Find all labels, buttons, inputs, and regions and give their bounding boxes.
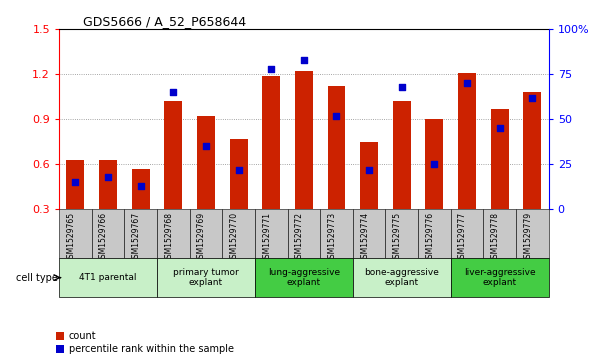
Bar — [458, 73, 476, 209]
FancyBboxPatch shape — [189, 209, 222, 258]
Text: liver-aggressive
explant: liver-aggressive explant — [464, 268, 536, 287]
Bar — [66, 160, 84, 209]
Bar — [132, 169, 150, 209]
Text: GSM1529766: GSM1529766 — [99, 212, 108, 263]
Bar — [491, 109, 509, 209]
Bar — [393, 101, 411, 209]
FancyBboxPatch shape — [59, 209, 91, 258]
Text: GSM1529779: GSM1529779 — [523, 212, 532, 263]
Bar — [197, 116, 215, 209]
Point — [463, 80, 472, 86]
FancyBboxPatch shape — [59, 258, 157, 297]
Bar — [262, 76, 280, 209]
Text: primary tumor
explant: primary tumor explant — [173, 268, 239, 287]
FancyBboxPatch shape — [255, 258, 353, 297]
Text: GSM1529765: GSM1529765 — [66, 212, 76, 263]
Text: GSM1529773: GSM1529773 — [327, 212, 336, 263]
Text: GSM1529772: GSM1529772 — [295, 212, 304, 263]
Text: GSM1529774: GSM1529774 — [360, 212, 369, 263]
Point — [71, 179, 80, 185]
FancyBboxPatch shape — [320, 209, 353, 258]
FancyBboxPatch shape — [91, 209, 124, 258]
Point — [299, 57, 309, 62]
FancyBboxPatch shape — [353, 258, 451, 297]
FancyBboxPatch shape — [255, 209, 287, 258]
Point — [495, 125, 504, 131]
Point — [103, 174, 113, 180]
Text: lung-aggressive
explant: lung-aggressive explant — [268, 268, 340, 287]
FancyBboxPatch shape — [516, 209, 549, 258]
Text: bone-aggressive
explant: bone-aggressive explant — [365, 268, 439, 287]
Point — [365, 167, 374, 173]
FancyBboxPatch shape — [287, 209, 320, 258]
Point — [201, 143, 211, 149]
Text: GSM1529776: GSM1529776 — [425, 212, 434, 263]
FancyBboxPatch shape — [418, 209, 451, 258]
FancyBboxPatch shape — [385, 209, 418, 258]
FancyBboxPatch shape — [451, 258, 549, 297]
Text: GSM1529775: GSM1529775 — [393, 212, 402, 263]
Bar — [99, 160, 117, 209]
FancyBboxPatch shape — [124, 209, 157, 258]
Bar — [295, 71, 313, 209]
Point — [527, 95, 537, 101]
Point — [136, 183, 145, 189]
Point — [332, 113, 341, 119]
Bar — [327, 86, 346, 209]
Bar — [523, 92, 542, 209]
Point — [267, 66, 276, 72]
Text: 4T1 parental: 4T1 parental — [79, 273, 137, 282]
Text: GSM1529778: GSM1529778 — [491, 212, 500, 263]
FancyBboxPatch shape — [353, 209, 385, 258]
FancyBboxPatch shape — [157, 209, 189, 258]
Bar — [425, 119, 444, 209]
Legend: count, percentile rank within the sample: count, percentile rank within the sample — [52, 327, 238, 358]
Text: GSM1529771: GSM1529771 — [262, 212, 271, 263]
Text: cell type: cell type — [17, 273, 58, 283]
Bar — [164, 101, 182, 209]
Text: GSM1529770: GSM1529770 — [230, 212, 238, 263]
Point — [234, 167, 243, 173]
FancyBboxPatch shape — [222, 209, 255, 258]
Text: GSM1529768: GSM1529768 — [164, 212, 173, 263]
Text: GSM1529769: GSM1529769 — [197, 212, 206, 263]
Point — [430, 162, 439, 167]
Text: GSM1529767: GSM1529767 — [132, 212, 140, 263]
Point — [397, 84, 407, 90]
FancyBboxPatch shape — [483, 209, 516, 258]
Point — [169, 89, 178, 95]
Bar — [230, 139, 248, 209]
FancyBboxPatch shape — [157, 258, 255, 297]
Bar — [360, 142, 378, 209]
Text: GDS5666 / A_52_P658644: GDS5666 / A_52_P658644 — [84, 15, 247, 28]
Text: GSM1529777: GSM1529777 — [458, 212, 467, 263]
FancyBboxPatch shape — [451, 209, 483, 258]
